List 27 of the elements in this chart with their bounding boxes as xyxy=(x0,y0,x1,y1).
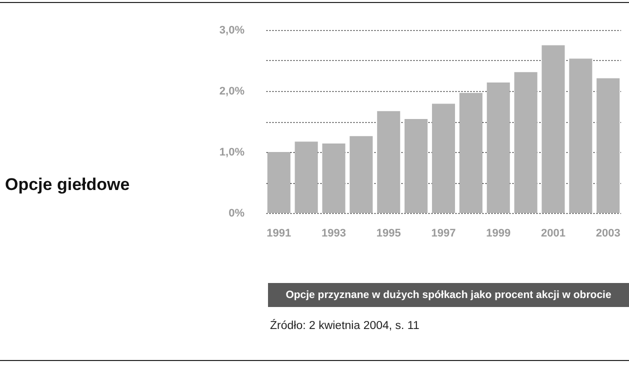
bar xyxy=(322,143,346,213)
x-tick-label: 2001 xyxy=(540,228,566,240)
x-tick-label: 2003 xyxy=(596,228,620,240)
bar xyxy=(542,45,565,213)
y-tick-label: 2,0% xyxy=(219,86,245,98)
bar xyxy=(267,152,290,213)
x-axis-title: Opcje przyznane w dużych spółkach jako procent akcji w obrocie xyxy=(268,283,629,307)
bar xyxy=(404,119,428,213)
x-tick-label: 1993 xyxy=(322,228,346,240)
x-tick-label: 1999 xyxy=(486,228,511,240)
bar xyxy=(569,58,592,213)
x-tick-label: 1997 xyxy=(431,228,456,240)
bar xyxy=(377,111,400,213)
bar xyxy=(486,82,510,213)
x-tick-label: 1991 xyxy=(266,228,292,240)
bar xyxy=(514,72,538,213)
bar xyxy=(350,136,373,213)
x-tick-label: 1995 xyxy=(376,228,401,240)
y-tick-label: 0% xyxy=(228,208,245,220)
bar xyxy=(432,104,456,213)
text: Opcje giełdowe xyxy=(5,175,130,195)
y-tick-label: 1,0% xyxy=(219,146,245,158)
y-tick-label: 3,0% xyxy=(219,24,245,36)
bar xyxy=(294,142,318,213)
bar xyxy=(459,92,482,213)
bar xyxy=(596,78,620,213)
text: Źródło: 2 kwietnia 2004, s. 11 xyxy=(270,320,420,332)
